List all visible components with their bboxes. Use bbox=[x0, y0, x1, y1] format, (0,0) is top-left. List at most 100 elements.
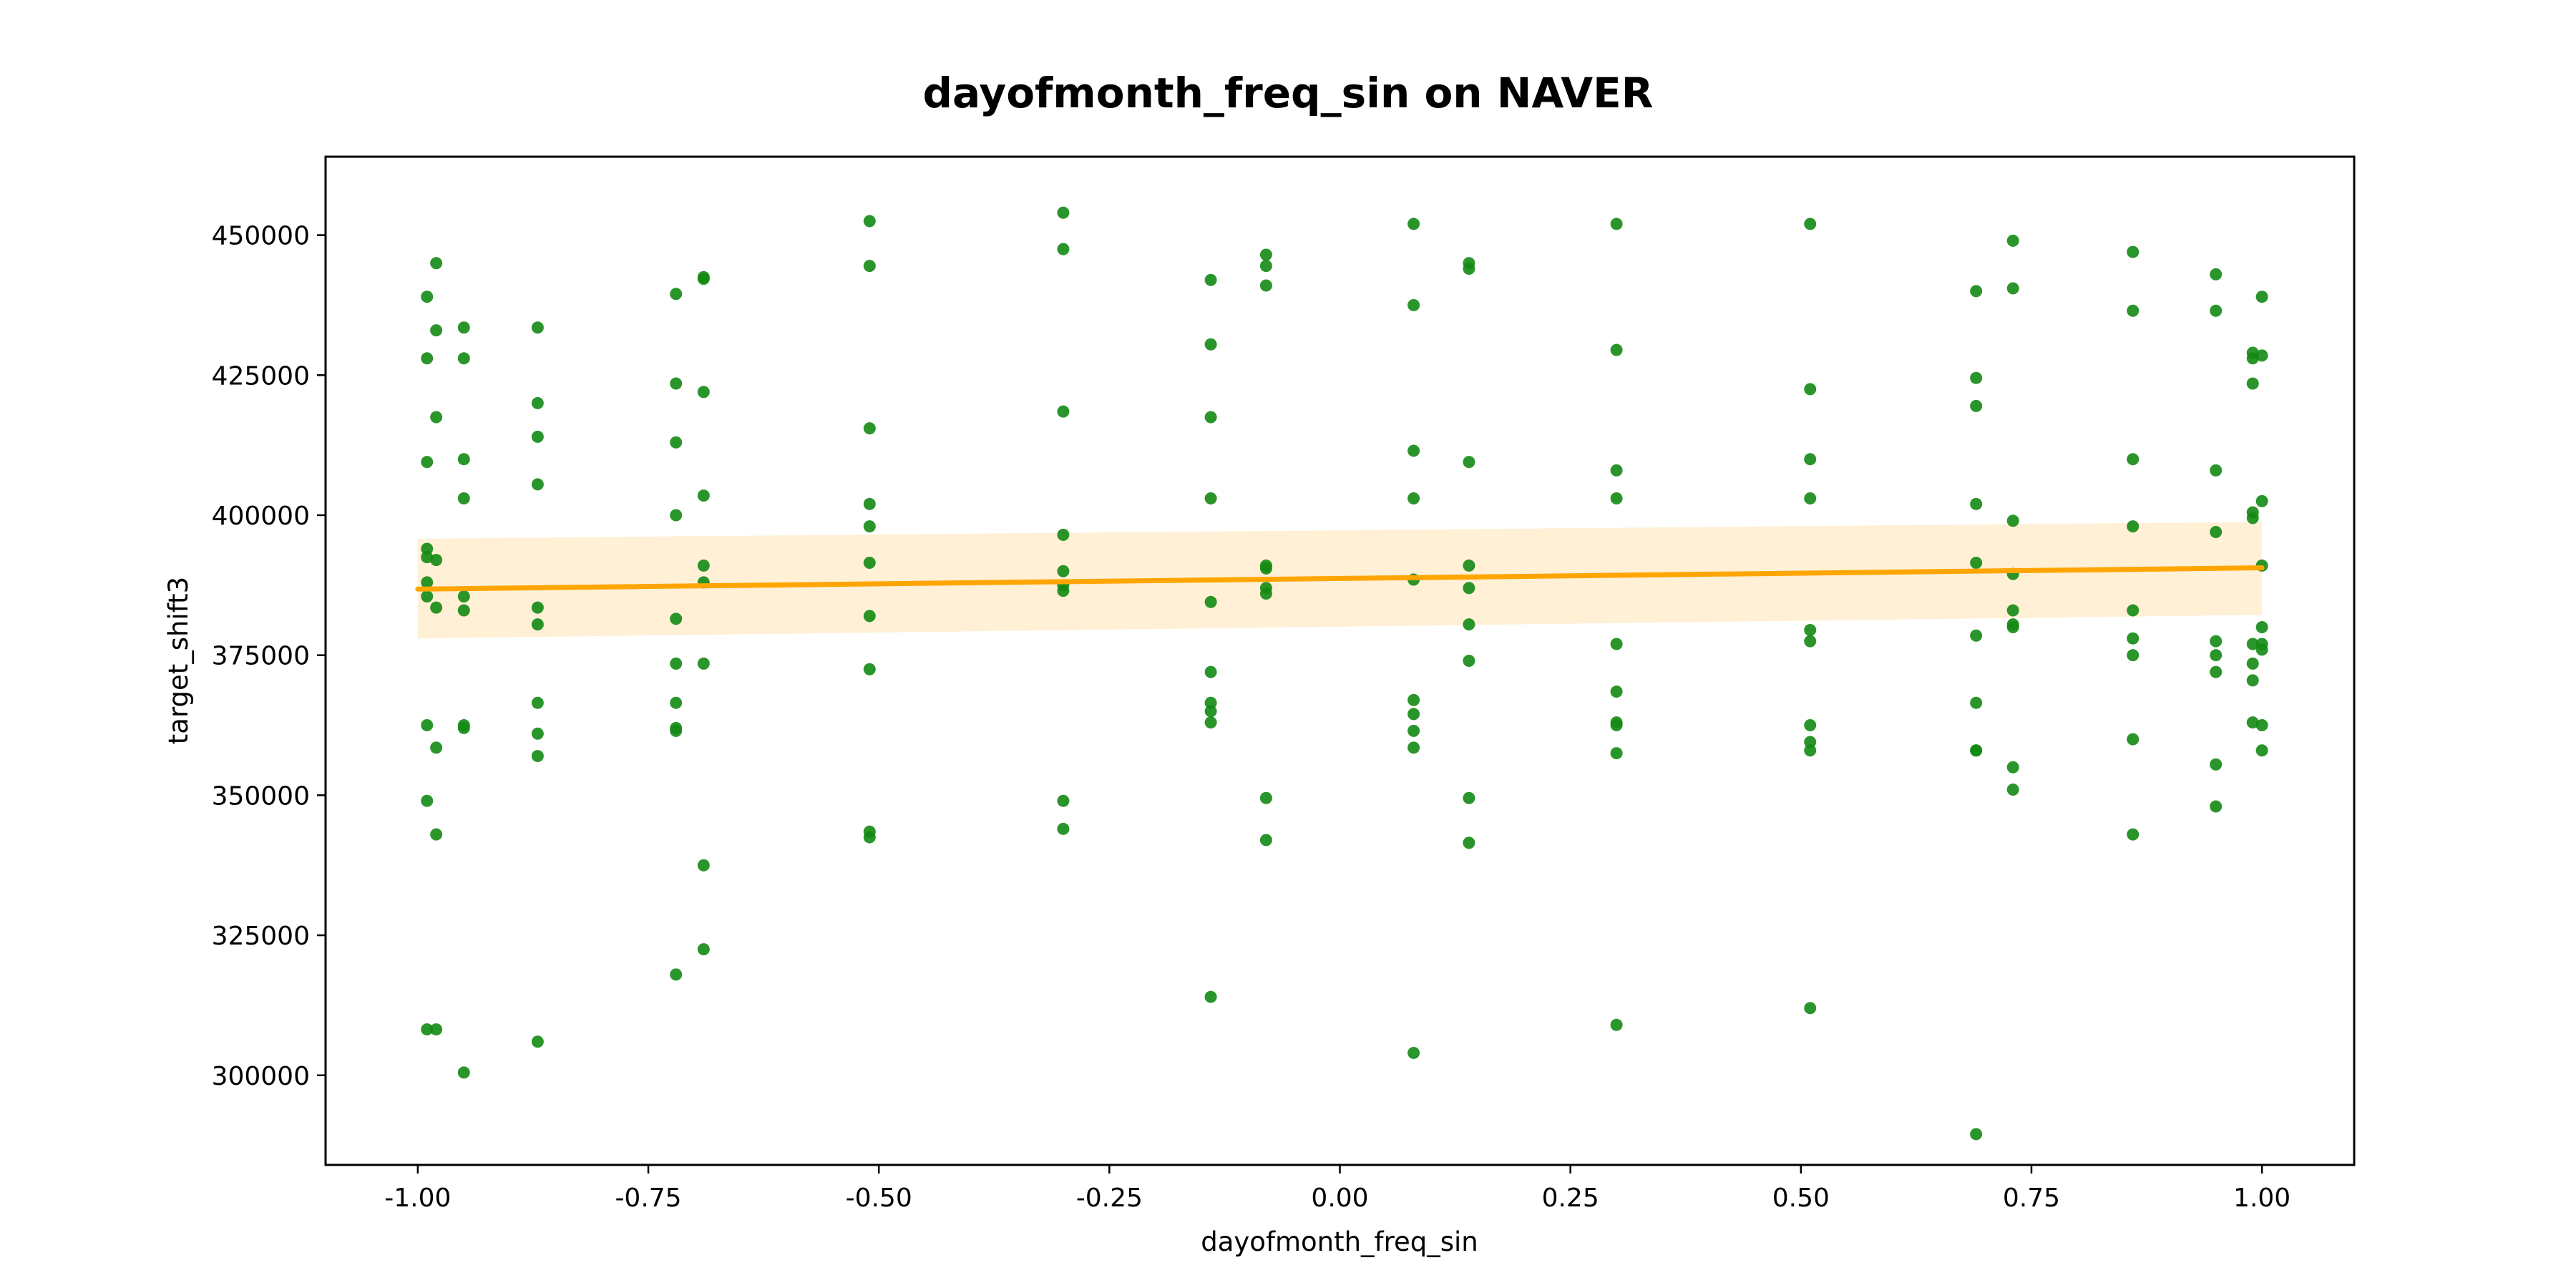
y-axis: 300000 325000 350000 375000 400000 425000 4500… bbox=[212, 222, 326, 1091]
scatter-point-51 bbox=[697, 559, 710, 572]
scatter-point-151 bbox=[2006, 784, 2019, 796]
scatter-point-179 bbox=[2255, 291, 2268, 303]
scatter-point-174 bbox=[2246, 512, 2259, 525]
scatter-point-32 bbox=[531, 618, 544, 631]
scatter-point-20 bbox=[457, 453, 470, 466]
scatter-point-150 bbox=[2006, 761, 2019, 774]
scatter-point-131 bbox=[1804, 744, 1817, 757]
x-tick-label: -0.25 bbox=[1076, 1184, 1143, 1213]
scatter-point-13 bbox=[430, 554, 443, 567]
scatter-point-121 bbox=[1610, 747, 1623, 760]
scatter-point-91 bbox=[1259, 587, 1272, 600]
scatter-point-80 bbox=[1204, 665, 1217, 678]
scatter-point-18 bbox=[457, 321, 470, 334]
scatter-point-57 bbox=[863, 260, 876, 273]
scatter-point-125 bbox=[1804, 453, 1817, 466]
scatter-point-4 bbox=[421, 551, 434, 564]
scatter-point-162 bbox=[2210, 304, 2223, 317]
scatter-point-46 bbox=[670, 968, 683, 981]
scatter-point-62 bbox=[863, 610, 876, 623]
scatter-point-126 bbox=[1804, 492, 1817, 504]
scatter-point-156 bbox=[2127, 604, 2140, 617]
x-tick-label: 0.75 bbox=[2003, 1184, 2060, 1213]
scatter-point-123 bbox=[1804, 218, 1817, 230]
scatter-point-171 bbox=[2246, 352, 2259, 365]
scatter-point-130 bbox=[1804, 736, 1817, 748]
scatter-point-81 bbox=[1204, 696, 1217, 709]
x-tick-label: -0.75 bbox=[615, 1184, 681, 1213]
y-tick-label: 375000 bbox=[212, 642, 310, 671]
scatter-point-54 bbox=[697, 859, 710, 872]
scatter-point-70 bbox=[1057, 565, 1070, 577]
scatter-point-1 bbox=[421, 352, 434, 365]
scatter-point-87 bbox=[1259, 279, 1272, 292]
scatter-point-117 bbox=[1610, 638, 1623, 650]
scatter-point-0 bbox=[421, 291, 434, 303]
scatter-point-115 bbox=[1610, 464, 1623, 477]
scatter-point-39 bbox=[670, 436, 683, 449]
scatter-point-93 bbox=[1259, 834, 1272, 847]
scatter-point-28 bbox=[531, 396, 544, 409]
scatter-point-109 bbox=[1463, 618, 1475, 631]
scatter-point-10 bbox=[430, 257, 443, 270]
scatter-point-58 bbox=[863, 422, 876, 435]
scatter-point-164 bbox=[2210, 525, 2223, 538]
scatter-point-153 bbox=[2127, 304, 2140, 317]
scatter-point-185 bbox=[2255, 643, 2268, 656]
scatter-point-157 bbox=[2127, 632, 2140, 645]
scatter-point-53 bbox=[697, 657, 710, 670]
scatter-point-35 bbox=[531, 750, 544, 763]
scatter-point-97 bbox=[1407, 492, 1420, 504]
y-tick-label: 450000 bbox=[212, 222, 310, 251]
scatter-point-17 bbox=[430, 1023, 443, 1036]
scatter-point-187 bbox=[2255, 744, 2268, 757]
scatter-point-34 bbox=[531, 727, 544, 740]
scatter-point-45 bbox=[670, 724, 683, 737]
scatter-point-67 bbox=[1057, 243, 1070, 255]
y-tick-label: 325000 bbox=[212, 922, 310, 951]
scatter-point-183 bbox=[2255, 621, 2268, 634]
scatter-point-169 bbox=[2210, 800, 2223, 813]
scatter-point-31 bbox=[531, 601, 544, 614]
x-tick-label: -0.50 bbox=[846, 1184, 912, 1213]
scatter-point-14 bbox=[430, 601, 443, 614]
scatter-point-25 bbox=[457, 721, 470, 734]
scatter-point-75 bbox=[1204, 273, 1217, 286]
scatter-point-133 bbox=[1970, 285, 1983, 298]
scatter-point-139 bbox=[1970, 696, 1983, 709]
scatter-point-161 bbox=[2210, 268, 2223, 280]
scatter-point-73 bbox=[1057, 794, 1070, 807]
x-tick-label: 1.00 bbox=[2233, 1184, 2290, 1213]
scatter-point-85 bbox=[1259, 248, 1272, 261]
scatter-point-111 bbox=[1463, 791, 1475, 804]
scatter-point-118 bbox=[1610, 686, 1623, 698]
scatter-point-69 bbox=[1057, 528, 1070, 541]
scatter-point-158 bbox=[2127, 649, 2140, 662]
scatter-point-15 bbox=[430, 741, 443, 754]
scatter-point-86 bbox=[1259, 260, 1272, 273]
scatter-point-105 bbox=[1463, 263, 1475, 275]
scatter-point-79 bbox=[1204, 595, 1217, 608]
y-tick-label: 425000 bbox=[212, 361, 310, 391]
scatter-point-9 bbox=[421, 1023, 434, 1036]
scatter-point-66 bbox=[1057, 206, 1070, 219]
scatter-point-135 bbox=[1970, 399, 1983, 412]
scatter-point-112 bbox=[1463, 836, 1475, 849]
scatter-point-163 bbox=[2210, 464, 2223, 477]
scatter-point-124 bbox=[1804, 383, 1817, 396]
scatter-point-40 bbox=[670, 509, 683, 522]
scatter-point-106 bbox=[1463, 456, 1475, 469]
scatter-point-65 bbox=[863, 831, 876, 844]
scatter-point-95 bbox=[1407, 298, 1420, 311]
x-tick-label: 0.25 bbox=[1542, 1184, 1599, 1213]
scatter-point-149 bbox=[2006, 621, 2019, 634]
scatter-point-27 bbox=[531, 321, 544, 334]
regression-line bbox=[415, 565, 2265, 592]
scatter-point-43 bbox=[670, 696, 683, 709]
scatter-point-132 bbox=[1804, 1002, 1817, 1015]
scatter-point-56 bbox=[863, 215, 876, 228]
scatter-point-41 bbox=[670, 613, 683, 625]
scatter-point-167 bbox=[2210, 665, 2223, 678]
scatter-point-175 bbox=[2246, 638, 2259, 650]
